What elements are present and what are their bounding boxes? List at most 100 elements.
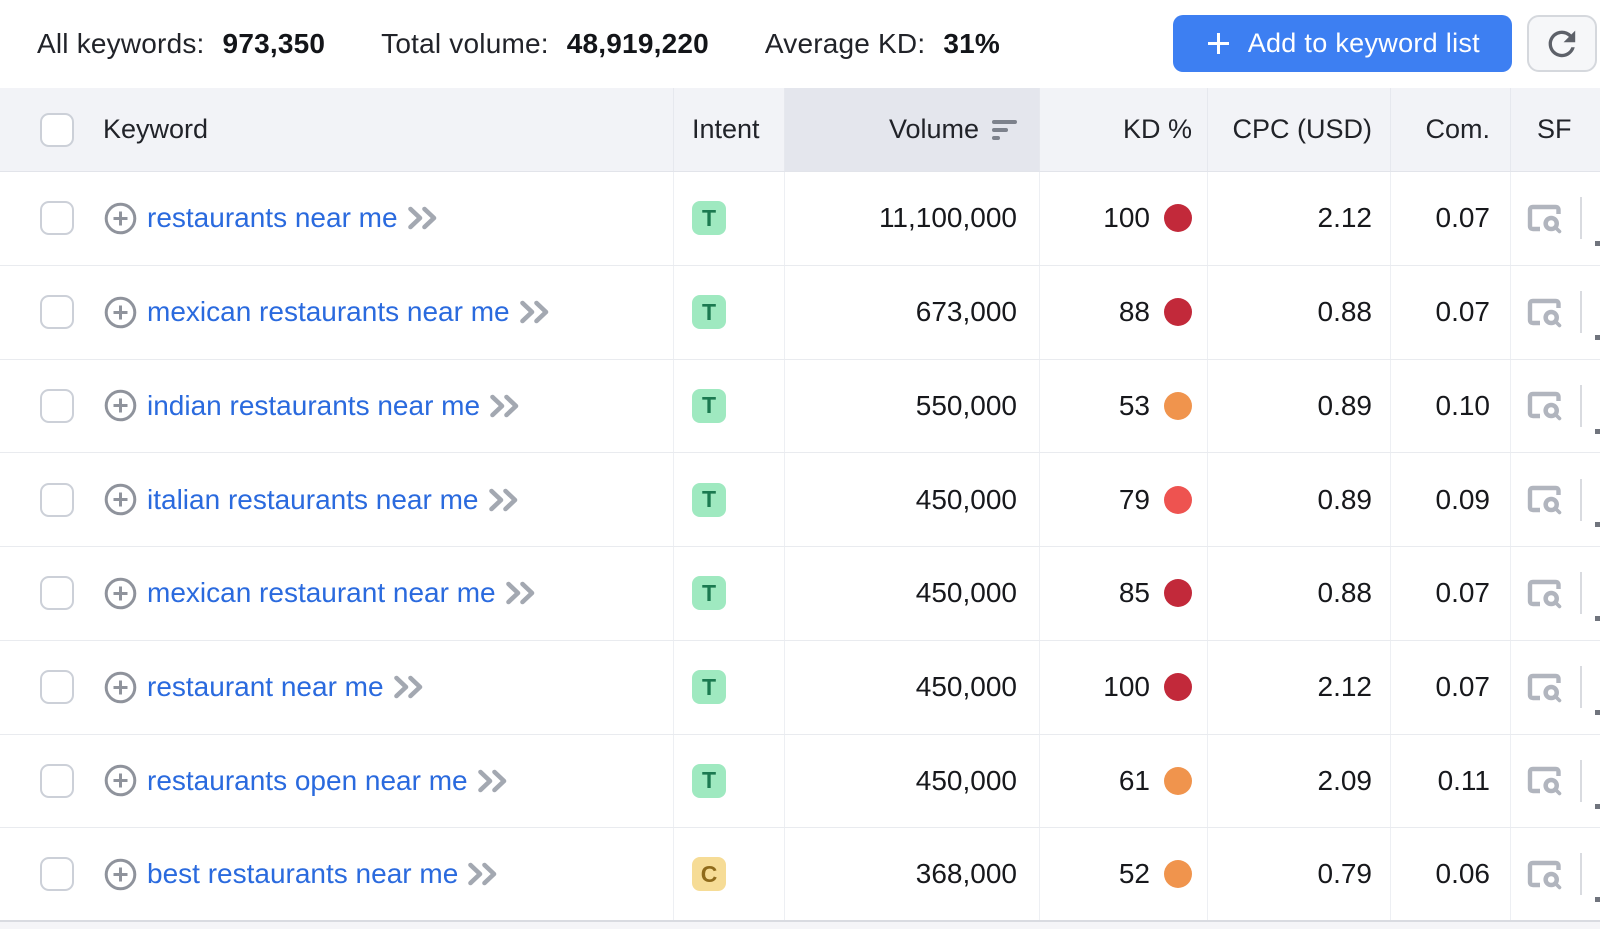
table-row: restaurant near me T 450,000 100 2.12 0.… (0, 640, 1600, 735)
serp-preview-icon[interactable] (1526, 202, 1563, 235)
clipped-content-fragment (1595, 428, 1600, 434)
clipped-content-fragment (1595, 616, 1600, 621)
kd-value: 61 (1118, 764, 1150, 796)
keyword-link[interactable]: restaurant near me (147, 671, 384, 703)
double-chevron-icon[interactable] (406, 204, 440, 232)
double-chevron-icon[interactable] (466, 860, 500, 888)
add-keyword-icon[interactable] (104, 858, 137, 891)
column-header-volume[interactable]: Volume (785, 88, 1040, 171)
double-chevron-icon[interactable] (476, 767, 510, 795)
table-row: restaurants open near me T 450,000 61 2.… (0, 734, 1600, 829)
com-value: 0.11 (1391, 734, 1511, 828)
keyword-link[interactable]: indian restaurants near me (147, 389, 481, 421)
keyword-link[interactable]: restaurants open near me (147, 764, 468, 796)
com-value: 0.07 (1391, 547, 1511, 640)
kd-difficulty-dot (1164, 860, 1192, 889)
row-checkbox[interactable] (40, 201, 74, 236)
cpc-value: 0.88 (1208, 547, 1391, 640)
column-divider (1580, 478, 1582, 521)
cpc-value: 2.12 (1208, 640, 1391, 734)
stat-label: Total volume: (381, 28, 549, 59)
serp-preview-icon[interactable] (1526, 858, 1563, 891)
intent-badge: T (692, 295, 726, 330)
row-checkbox[interactable] (40, 857, 74, 892)
serp-preview-icon[interactable] (1526, 296, 1563, 329)
kd-value: 85 (1118, 577, 1150, 609)
volume-value: 450,000 (785, 734, 1040, 828)
keyword-stats: All keywords: 973,350 Total volume: 48,9… (37, 28, 1000, 60)
keyword-link[interactable]: restaurants near me (147, 202, 398, 234)
cpc-value: 0.89 (1208, 453, 1391, 546)
column-header-cpc[interactable]: CPC (USD) (1208, 88, 1391, 171)
column-header-keyword[interactable]: Keyword (86, 88, 674, 171)
row-checkbox[interactable] (40, 763, 74, 798)
double-chevron-icon[interactable] (504, 579, 538, 607)
double-chevron-icon[interactable] (488, 392, 522, 420)
serp-preview-icon[interactable] (1526, 483, 1563, 516)
column-header-com[interactable]: Com. (1391, 88, 1511, 171)
row-checkbox[interactable] (40, 576, 74, 611)
column-divider (1580, 853, 1582, 896)
table-row: restaurants near me T 11,100,000 100 2.1… (0, 172, 1600, 266)
column-header-sf[interactable]: SF (1537, 114, 1572, 144)
serp-preview-icon[interactable] (1526, 764, 1563, 797)
volume-value: 550,000 (785, 359, 1040, 453)
column-header-intent[interactable]: Intent (674, 88, 785, 171)
stat-label: All keywords: (37, 28, 205, 59)
clipped-content-fragment (1595, 241, 1600, 246)
keyword-link[interactable]: best restaurants near me (147, 858, 459, 890)
double-chevron-icon[interactable] (487, 486, 521, 514)
keyword-link[interactable]: italian restaurants near me (147, 483, 479, 515)
keyword-link[interactable]: mexican restaurant near me (147, 577, 496, 609)
intent-badge: T (692, 388, 726, 423)
kd-value: 79 (1118, 483, 1150, 515)
double-chevron-icon[interactable] (518, 298, 552, 326)
summary-bar: All keywords: 973,350 Total volume: 48,9… (0, 0, 1600, 88)
row-checkbox[interactable] (40, 388, 74, 423)
intent-badge: T (692, 576, 726, 611)
row-checkbox[interactable] (40, 670, 74, 705)
stat-value: 973,350 (222, 28, 326, 59)
add-keyword-icon[interactable] (104, 202, 137, 235)
table-row: indian restaurants near me T 550,000 53 … (0, 359, 1600, 454)
column-divider (1580, 759, 1582, 802)
sort-descending-icon (992, 119, 1017, 140)
column-divider (1580, 666, 1582, 709)
add-keyword-icon[interactable] (104, 483, 137, 516)
add-keyword-icon[interactable] (104, 296, 137, 329)
clipped-content-fragment (1595, 522, 1600, 528)
serp-preview-icon[interactable] (1526, 389, 1563, 422)
add-to-keyword-list-button[interactable]: Add to keyword list (1172, 15, 1512, 72)
keyword-link[interactable]: mexican restaurants near me (147, 296, 510, 328)
kd-value: 88 (1118, 296, 1150, 328)
com-value: 0.09 (1391, 453, 1511, 546)
kd-difficulty-dot (1164, 673, 1192, 702)
volume-value: 450,000 (785, 453, 1040, 546)
intent-badge: C (692, 857, 726, 892)
table-row: best restaurants near me C 368,000 52 0.… (0, 828, 1600, 922)
column-divider (1580, 572, 1582, 615)
serp-preview-icon[interactable] (1526, 577, 1563, 610)
row-checkbox[interactable] (40, 482, 74, 517)
add-keyword-icon[interactable] (104, 577, 137, 610)
stat-total-volume: Total volume: 48,919,220 (381, 28, 709, 60)
com-value: 0.07 (1391, 172, 1511, 265)
volume-value: 11,100,000 (785, 172, 1040, 265)
kd-value: 100 (1103, 671, 1150, 703)
add-keyword-icon[interactable] (104, 764, 137, 797)
column-header-kd[interactable]: KD % (1040, 88, 1208, 171)
row-checkbox[interactable] (40, 295, 74, 330)
kd-difficulty-dot (1164, 579, 1192, 608)
add-keyword-icon[interactable] (104, 389, 137, 422)
column-divider (1580, 197, 1582, 240)
double-chevron-icon[interactable] (392, 673, 426, 701)
select-all-checkbox[interactable] (40, 112, 74, 147)
intent-badge: T (692, 763, 726, 798)
kd-difficulty-dot (1164, 766, 1192, 795)
refresh-button[interactable] (1527, 15, 1597, 72)
com-value: 0.06 (1391, 828, 1511, 920)
serp-preview-icon[interactable] (1526, 671, 1563, 704)
volume-value: 450,000 (785, 640, 1040, 734)
add-keyword-icon[interactable] (104, 671, 137, 704)
add-button-label: Add to keyword list (1247, 28, 1480, 58)
